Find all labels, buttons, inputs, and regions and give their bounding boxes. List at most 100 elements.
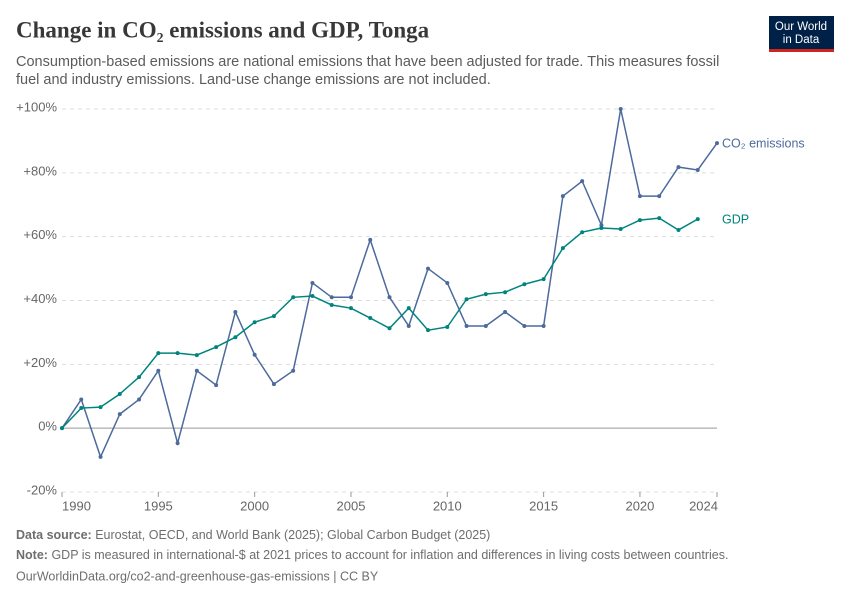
data-point [98,454,103,459]
data-point [137,397,142,402]
x-tick-label: 2020 [625,498,654,513]
x-tick-label: 2015 [529,498,558,513]
data-point [368,316,373,321]
data-point [271,382,276,387]
data-point [445,280,450,285]
data-point [233,309,238,314]
data-point [60,426,64,431]
data-point [79,397,84,402]
data-point [117,412,122,417]
source-label: Data source: [16,528,92,542]
data-point [445,324,450,329]
data-point [580,179,585,184]
data-point [156,368,161,373]
data-point [194,353,199,358]
data-point [676,165,681,170]
data-point [233,335,238,340]
data-point [175,351,180,356]
data-point [483,292,488,297]
note-label: Note: [16,548,48,562]
y-tick-label: -20% [27,482,58,497]
subtitle: fuel and industry emissions. Land-use ch… [16,72,491,88]
url[interactable]: OurWorldinData.org/co2-and-greenhouse-ga… [16,569,379,583]
series-line [61,217,699,429]
data-point [426,266,431,271]
data-point [560,194,565,199]
data-point [599,223,604,228]
x-tick-label: 2010 [433,498,462,513]
data-point [637,218,642,223]
note-text: GDP is measured in international-$ at 20… [51,548,728,562]
data-point [676,227,681,232]
data-point [483,324,488,329]
data-point [291,368,296,373]
data-point [252,352,257,357]
y-tick-label: +100% [16,99,57,114]
logo-box [769,16,834,52]
data-point [560,246,565,251]
logo-bar [769,49,834,52]
note: Note: GDP is measured in international-$… [16,548,728,562]
data-point [291,295,296,300]
data-point [175,441,180,446]
data-point [503,309,508,314]
subtitle: Consumption-based emissions are national… [16,54,719,70]
x-tick-label: 2000 [240,498,269,513]
data-point [695,217,700,222]
data-point [426,328,431,333]
data-point [98,405,103,410]
y-tick-label: +20% [23,355,57,370]
data-point [464,324,469,329]
data-point [252,320,257,325]
data-point [348,295,353,300]
data-point [618,107,623,111]
data-point [406,324,411,329]
data-point [214,345,219,350]
data-point [657,216,662,221]
series-label: CO₂ emissions [722,136,805,150]
data-point [329,302,334,307]
x-tick-label: 2005 [337,498,366,513]
data-point [406,306,411,311]
data-point [79,406,84,411]
data-point [156,351,161,356]
x-tick-label: 2024 [689,498,718,513]
data-point [194,368,199,373]
y-tick-label: +60% [23,227,57,242]
data-point [503,290,508,295]
y-tick-label: +40% [23,291,57,306]
data-point [618,227,623,232]
y-tick-label: +80% [23,163,57,178]
data-point [271,314,276,319]
data-point [387,295,392,300]
data-point [310,280,315,285]
data-point [715,141,719,146]
data-point [310,294,315,299]
data-point [117,392,122,397]
data-point [137,375,142,380]
data-point [522,324,527,329]
data-point [387,326,392,331]
logo-text: in Data [783,34,820,46]
data-point [464,297,469,302]
data-point [599,226,604,231]
y-tick-label: 0% [38,419,57,434]
data-point [541,277,546,282]
data-point [695,167,700,172]
logo[interactable]: Our World in Data [769,16,834,52]
data-point [541,324,546,329]
data-point [637,194,642,199]
series-line [61,108,718,459]
data-point [657,194,662,199]
data-point [214,383,219,388]
logo-text: Our World [775,21,827,33]
data-point [522,282,527,287]
x-tick-label: 1995 [144,498,173,513]
data-point [329,295,334,300]
source: Data source: Eurostat, OECD, and World B… [16,528,490,542]
source-text: Eurostat, OECD, and World Bank (2025); G… [95,528,490,542]
x-tick-label: 1990 [62,498,91,513]
series-label: GDP [722,212,749,226]
data-point [580,230,585,235]
